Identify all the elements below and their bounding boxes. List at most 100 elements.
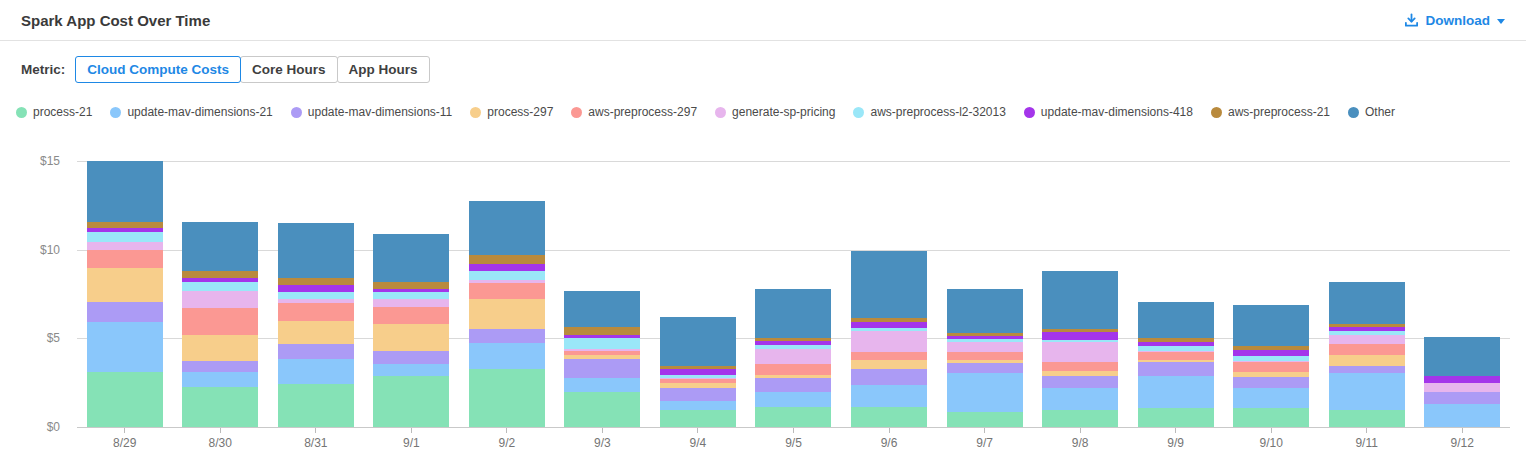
bar-segment-generate-sp-pricing[interactable] bbox=[1329, 335, 1405, 344]
bar-segment-Other[interactable] bbox=[947, 289, 1023, 333]
legend-item-update-mav-dimensions-21[interactable]: update-mav-dimensions-21 bbox=[110, 105, 272, 119]
bar-segment-update-mav-dimensions-418[interactable] bbox=[469, 264, 545, 271]
bar-column-8/31[interactable] bbox=[278, 223, 354, 427]
bar-segment-aws-preprocess-l2-32013[interactable] bbox=[564, 338, 640, 349]
bar-column-9/1[interactable] bbox=[373, 234, 449, 427]
legend-item-update-mav-dimensions-418[interactable]: update-mav-dimensions-418 bbox=[1024, 105, 1193, 119]
bar-segment-aws-preprocess-21[interactable] bbox=[469, 255, 545, 264]
bar-segment-update-mav-dimensions-21[interactable] bbox=[1329, 373, 1405, 410]
bar-column-9/3[interactable] bbox=[564, 291, 640, 427]
bar-segment-process-21[interactable] bbox=[851, 407, 927, 427]
bar-segment-generate-sp-pricing[interactable] bbox=[947, 342, 1023, 353]
bar-segment-process-297[interactable] bbox=[373, 324, 449, 351]
bar-segment-Other[interactable] bbox=[851, 251, 927, 318]
bar-segment-generate-sp-pricing[interactable] bbox=[755, 349, 831, 364]
bar-segment-update-mav-dimensions-21[interactable] bbox=[755, 392, 831, 407]
bar-segment-aws-preprocess-l2-32013[interactable] bbox=[469, 271, 545, 280]
bar-segment-process-21[interactable] bbox=[373, 376, 449, 427]
legend-item-aws-preprocess-l2-32013[interactable]: aws-preprocess-l2-32013 bbox=[853, 105, 1005, 119]
metric-button-cloud-compute-costs[interactable]: Cloud Compute Costs bbox=[75, 56, 241, 83]
bar-segment-aws-preprocess-21[interactable] bbox=[182, 271, 258, 278]
bar-segment-aws-preprocess-21[interactable] bbox=[278, 278, 354, 285]
bar-segment-aws-preprocess-21[interactable] bbox=[564, 327, 640, 335]
bar-segment-aws-preprocess-l2-32013[interactable] bbox=[278, 292, 354, 299]
bar-segment-process-297[interactable] bbox=[851, 360, 927, 369]
bar-column-9/7[interactable] bbox=[947, 289, 1023, 427]
bar-segment-update-mav-dimensions-21[interactable] bbox=[1424, 404, 1500, 427]
bar-segment-Other[interactable] bbox=[1138, 302, 1214, 338]
bar-segment-update-mav-dimensions-21[interactable] bbox=[1138, 376, 1214, 409]
bar-segment-Other[interactable] bbox=[182, 222, 258, 271]
bar-segment-update-mav-dimensions-11[interactable] bbox=[660, 388, 736, 401]
bar-segment-update-mav-dimensions-11[interactable] bbox=[373, 351, 449, 364]
bar-segment-Other[interactable] bbox=[278, 223, 354, 278]
bar-segment-aws-preprocess-297[interactable] bbox=[1329, 344, 1405, 356]
bar-segment-Other[interactable] bbox=[1424, 337, 1500, 375]
bar-segment-aws-preprocess-297[interactable] bbox=[1233, 362, 1309, 372]
bar-segment-aws-preprocess-297[interactable] bbox=[182, 308, 258, 335]
bar-segment-Other[interactable] bbox=[1233, 305, 1309, 346]
bar-segment-aws-preprocess-21[interactable] bbox=[373, 282, 449, 289]
bar-segment-update-mav-dimensions-21[interactable] bbox=[1233, 388, 1309, 408]
bar-column-9/5[interactable] bbox=[755, 289, 831, 427]
bar-segment-update-mav-dimensions-21[interactable] bbox=[947, 373, 1023, 412]
bar-segment-Other[interactable] bbox=[755, 289, 831, 339]
legend-item-aws-preprocess-297[interactable]: aws-preprocess-297 bbox=[571, 105, 697, 119]
bar-segment-update-mav-dimensions-21[interactable] bbox=[1042, 388, 1118, 410]
bar-segment-process-21[interactable] bbox=[660, 410, 736, 427]
bar-segment-update-mav-dimensions-11[interactable] bbox=[755, 378, 831, 391]
download-button[interactable]: Download bbox=[1404, 13, 1506, 28]
bar-segment-update-mav-dimensions-11[interactable] bbox=[1138, 362, 1214, 375]
bar-segment-update-mav-dimensions-11[interactable] bbox=[947, 363, 1023, 373]
bar-segment-process-21[interactable] bbox=[947, 412, 1023, 427]
bar-segment-process-21[interactable] bbox=[564, 392, 640, 428]
bar-segment-process-21[interactable] bbox=[1138, 408, 1214, 427]
metric-button-core-hours[interactable]: Core Hours bbox=[240, 56, 338, 83]
bar-segment-update-mav-dimensions-418[interactable] bbox=[1042, 332, 1118, 340]
legend-item-process-21[interactable]: process-21 bbox=[16, 105, 92, 119]
bar-segment-aws-preprocess-297[interactable] bbox=[947, 352, 1023, 360]
bar-column-9/11[interactable] bbox=[1329, 282, 1405, 427]
bar-column-9/8[interactable] bbox=[1042, 271, 1118, 427]
bar-column-9/12[interactable] bbox=[1424, 337, 1500, 427]
bar-segment-generate-sp-pricing[interactable] bbox=[1424, 383, 1500, 393]
bar-segment-update-mav-dimensions-21[interactable] bbox=[660, 401, 736, 410]
bar-segment-process-297[interactable] bbox=[182, 335, 258, 361]
bar-segment-aws-preprocess-297[interactable] bbox=[469, 283, 545, 299]
bar-segment-process-297[interactable] bbox=[278, 321, 354, 344]
bar-column-9/9[interactable] bbox=[1138, 302, 1214, 427]
bar-column-9/10[interactable] bbox=[1233, 305, 1309, 427]
legend-item-process-297[interactable]: process-297 bbox=[470, 105, 553, 119]
bar-segment-update-mav-dimensions-21[interactable] bbox=[851, 385, 927, 406]
bar-segment-process-297[interactable] bbox=[87, 268, 163, 302]
bar-segment-update-mav-dimensions-21[interactable] bbox=[182, 372, 258, 387]
bar-segment-process-21[interactable] bbox=[1042, 410, 1118, 427]
bar-segment-update-mav-dimensions-418[interactable] bbox=[1424, 376, 1500, 383]
bar-segment-aws-preprocess-297[interactable] bbox=[755, 364, 831, 375]
bar-segment-aws-preprocess-l2-32013[interactable] bbox=[87, 232, 163, 242]
bar-segment-aws-preprocess-297[interactable] bbox=[1042, 362, 1118, 371]
bar-segment-process-21[interactable] bbox=[1329, 410, 1405, 427]
bar-segment-Other[interactable] bbox=[564, 291, 640, 327]
bar-segment-Other[interactable] bbox=[373, 234, 449, 282]
legend-item-Other[interactable]: Other bbox=[1348, 105, 1395, 119]
bar-segment-process-21[interactable] bbox=[469, 369, 545, 427]
bar-segment-update-mav-dimensions-21[interactable] bbox=[278, 359, 354, 385]
bar-segment-update-mav-dimensions-418[interactable] bbox=[278, 285, 354, 292]
bar-segment-generate-sp-pricing[interactable] bbox=[182, 291, 258, 309]
bar-column-9/4[interactable] bbox=[660, 317, 736, 427]
bar-segment-update-mav-dimensions-21[interactable] bbox=[373, 364, 449, 376]
bar-segment-update-mav-dimensions-21[interactable] bbox=[87, 322, 163, 373]
bar-segment-process-21[interactable] bbox=[278, 384, 354, 427]
bar-segment-aws-preprocess-l2-32013[interactable] bbox=[373, 292, 449, 299]
legend-item-generate-sp-pricing[interactable]: generate-sp-pricing bbox=[715, 105, 835, 119]
bar-segment-update-mav-dimensions-11[interactable] bbox=[851, 369, 927, 386]
bar-segment-aws-preprocess-297[interactable] bbox=[373, 307, 449, 325]
bar-segment-Other[interactable] bbox=[1042, 271, 1118, 329]
bar-segment-update-mav-dimensions-11[interactable] bbox=[182, 361, 258, 373]
bar-segment-process-21[interactable] bbox=[87, 372, 163, 427]
metric-button-app-hours[interactable]: App Hours bbox=[337, 56, 430, 83]
bar-segment-Other[interactable] bbox=[660, 317, 736, 366]
bar-segment-aws-preprocess-297[interactable] bbox=[1138, 352, 1214, 360]
bar-segment-update-mav-dimensions-11[interactable] bbox=[1424, 392, 1500, 404]
